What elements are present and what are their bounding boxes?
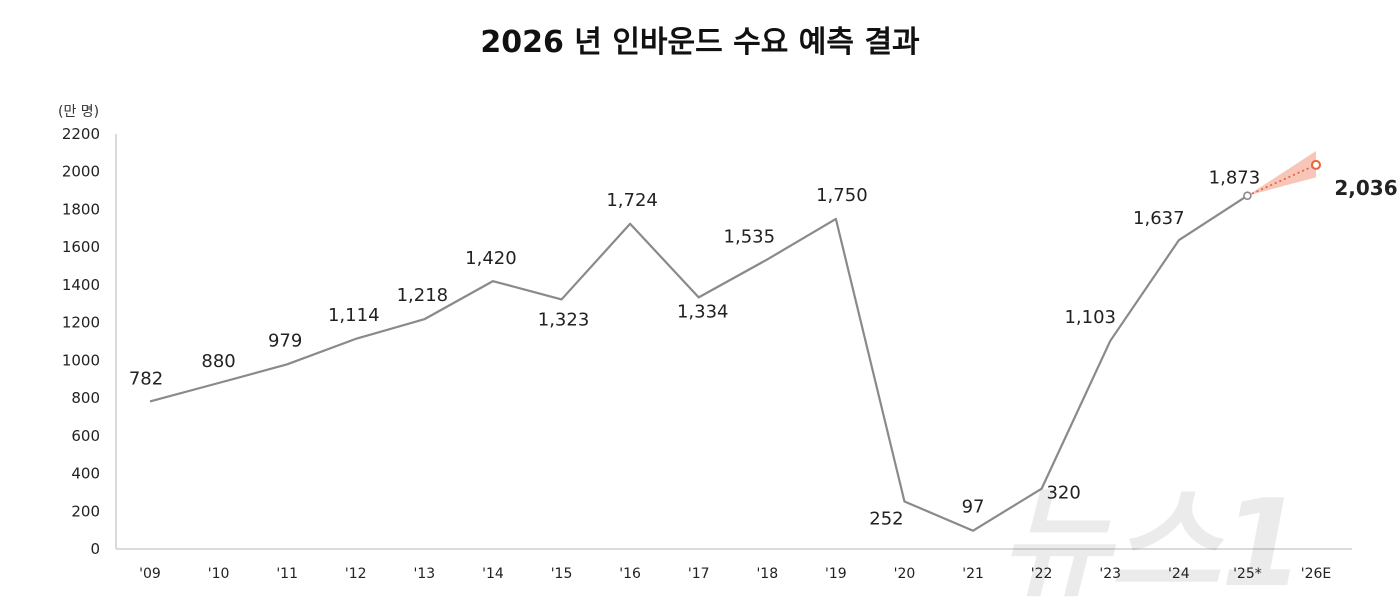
data-label: 1,637 (1133, 208, 1185, 229)
x-tick-label: '14 (482, 566, 504, 582)
x-tick-label: '17 (688, 566, 710, 582)
x-tick-label: '21 (962, 566, 984, 582)
data-label: 1,535 (724, 226, 776, 247)
y-tick-label: 800 (71, 389, 100, 407)
y-axis-unit: (만 명) (58, 104, 99, 120)
data-label: 97 (962, 497, 985, 518)
x-tick-label: '15 (551, 566, 573, 582)
x-tick-label: '25* (1233, 566, 1262, 582)
y-tick-label: 1200 (62, 314, 100, 332)
y-tick-label: 1800 (62, 200, 100, 218)
watermark-text: 뉴스1 (1000, 475, 1304, 606)
data-label: 1,724 (606, 190, 658, 211)
data-label: 1,218 (397, 285, 449, 306)
x-tick-label: '13 (414, 566, 436, 582)
data-labels: 782 880 979 1,114 1,218 1,420 1,323 1,724 1,334 1… (129, 168, 1398, 530)
watermark-logo: 뉴스1 (1000, 475, 1304, 606)
data-label: 1,750 (816, 185, 868, 206)
forecast-point-marker (1311, 159, 1321, 170)
x-tick-label: '09 (139, 566, 161, 582)
x-tick-label: '12 (345, 566, 367, 582)
x-tick-label: '16 (619, 566, 641, 582)
x-tick-label: '18 (756, 566, 778, 582)
y-tick-label: 2000 (62, 163, 100, 181)
y-tick-label: 400 (71, 465, 100, 483)
data-label: 979 (268, 330, 302, 351)
data-label: 1,103 (1064, 307, 1116, 328)
data-label: 880 (201, 351, 235, 372)
data-label: 1,873 (1209, 168, 1261, 189)
data-label: 782 (129, 368, 163, 389)
x-tick-label: '24 (1168, 566, 1190, 582)
y-axis-ticks: 0 200 400 600 800 1000 1200 1400 1600 1800 2000 220… (62, 125, 100, 558)
x-tick-label: '23 (1099, 566, 1121, 582)
y-tick-label: 2200 (62, 125, 100, 143)
series-line (149, 194, 1249, 532)
y-tick-label: 0 (90, 540, 100, 558)
data-label: 1,323 (538, 309, 590, 330)
x-axis-ticks: '09 '10 '11 '12 '13 '14 '15 '16 '17 '18 '19 '20 '21 '… (139, 566, 1331, 582)
x-tick-label: '19 (825, 566, 847, 582)
y-tick-label: 1400 (62, 276, 100, 294)
data-point-marker (1243, 191, 1252, 200)
data-label: 1,114 (328, 305, 380, 326)
x-tick-label: '11 (276, 566, 298, 582)
data-label: 1,420 (465, 248, 517, 269)
x-tick-label: '20 (894, 566, 916, 582)
x-tick-label: '26E (1301, 566, 1332, 582)
y-tick-label: 1000 (62, 351, 100, 369)
forecast-range (1247, 150, 1316, 196)
y-tick-label: 600 (71, 427, 100, 445)
data-label: 1,334 (677, 301, 729, 322)
y-tick-label: 1600 (62, 238, 100, 256)
x-tick-label: '22 (1031, 566, 1053, 582)
y-tick-label: 200 (71, 502, 100, 520)
x-tick-label: '10 (208, 566, 230, 582)
series-group (149, 150, 1321, 532)
forecast-value-label: 2,036 (1334, 176, 1397, 200)
data-label: 252 (869, 508, 903, 529)
chart-title: 2026 년 인바운드 수요 예측 결과 (480, 25, 920, 60)
data-label: 320 (1046, 483, 1080, 504)
